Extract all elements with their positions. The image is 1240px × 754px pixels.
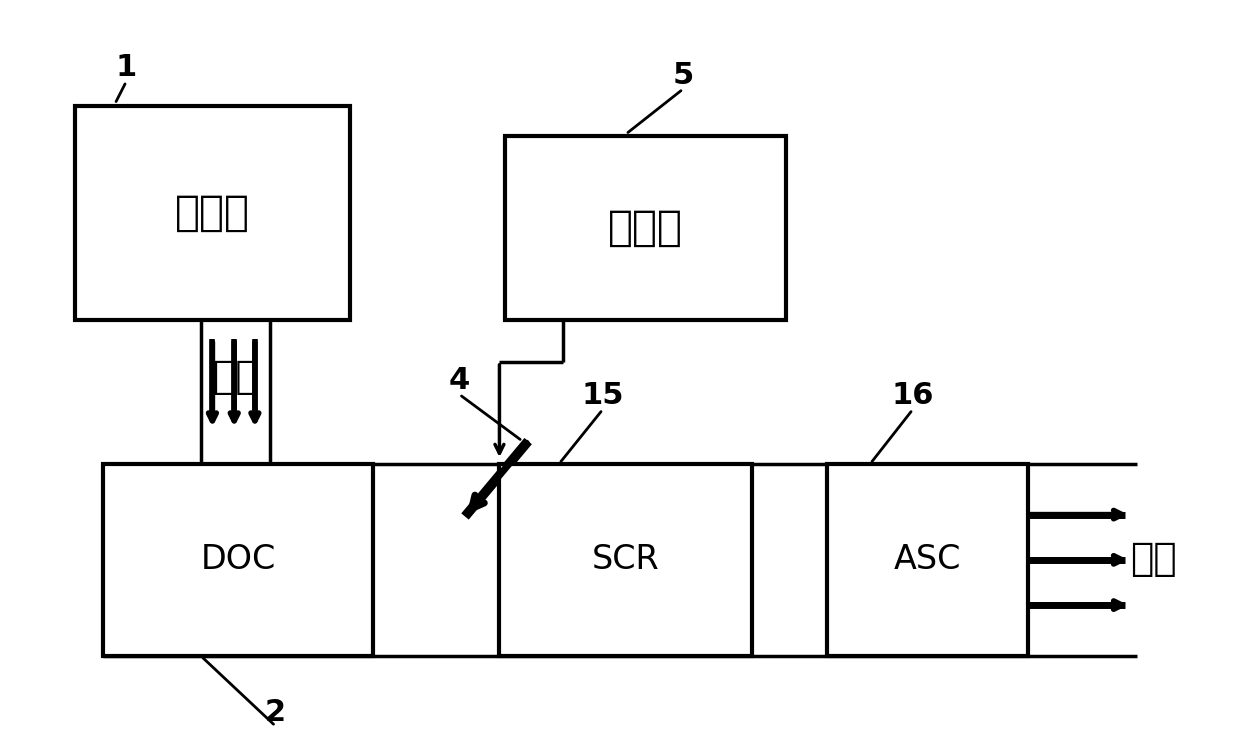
Text: 15: 15: [582, 382, 624, 410]
Text: 2: 2: [265, 698, 286, 727]
Text: 排气: 排气: [212, 358, 259, 396]
Text: 控制器: 控制器: [609, 207, 683, 249]
Text: ASC: ASC: [894, 544, 961, 576]
Text: 1: 1: [115, 54, 136, 82]
Text: 发动机: 发动机: [175, 192, 250, 234]
Text: 16: 16: [892, 382, 934, 410]
Text: DOC: DOC: [201, 544, 275, 576]
Bar: [827, 464, 1028, 656]
Text: 5: 5: [672, 61, 693, 90]
Text: 排气: 排气: [1131, 541, 1177, 578]
Bar: [500, 464, 751, 656]
Bar: [505, 136, 786, 320]
Text: 4: 4: [449, 366, 470, 395]
Text: SCR: SCR: [591, 544, 660, 576]
Bar: [74, 106, 350, 320]
Bar: [103, 464, 373, 656]
